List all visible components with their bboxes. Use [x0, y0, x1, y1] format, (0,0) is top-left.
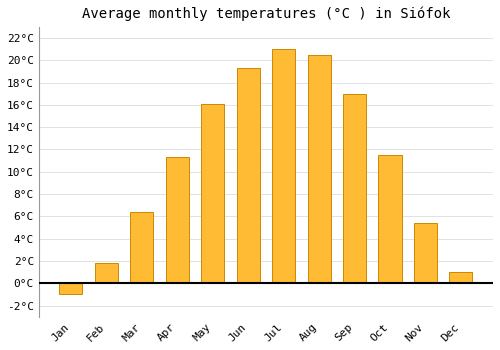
- Bar: [414, 223, 437, 284]
- Bar: [60, 284, 82, 294]
- Bar: [308, 55, 330, 284]
- Bar: [130, 212, 154, 284]
- Bar: [343, 94, 366, 284]
- Bar: [450, 272, 472, 284]
- Bar: [236, 68, 260, 284]
- Bar: [95, 263, 118, 284]
- Bar: [201, 104, 224, 284]
- Bar: [272, 49, 295, 284]
- Title: Average monthly temperatures (°C ) in Siófok: Average monthly temperatures (°C ) in Si…: [82, 7, 450, 21]
- Bar: [166, 157, 189, 284]
- Bar: [378, 155, 402, 284]
